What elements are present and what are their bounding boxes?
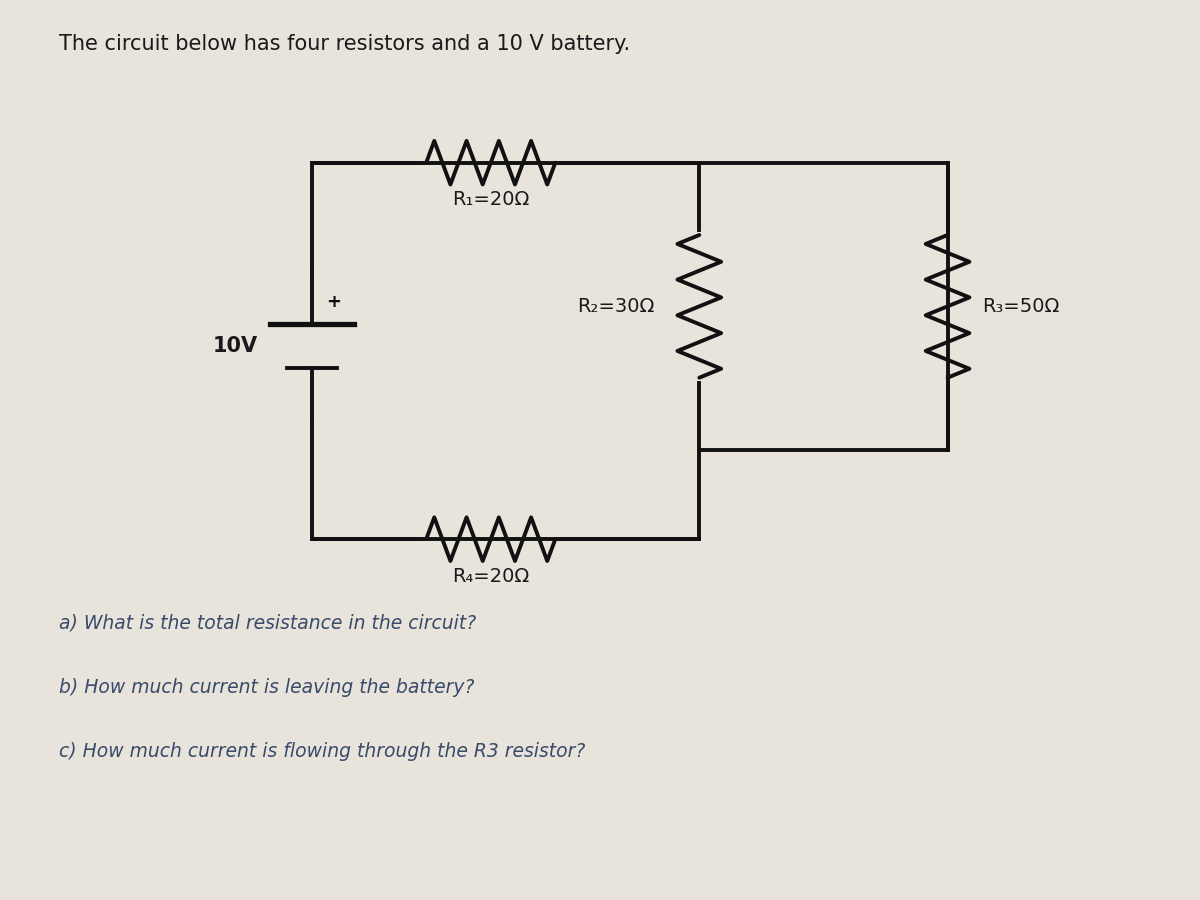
Text: c) How much current is flowing through the R3 resistor?: c) How much current is flowing through t… xyxy=(59,742,586,761)
Text: R₂=30Ω: R₂=30Ω xyxy=(577,297,655,316)
Text: The circuit below has four resistors and a 10 V battery.: The circuit below has four resistors and… xyxy=(59,34,630,54)
Text: R₄=20Ω: R₄=20Ω xyxy=(452,567,529,586)
Text: a) What is the total resistance in the circuit?: a) What is the total resistance in the c… xyxy=(59,614,476,633)
Text: b) How much current is leaving the battery?: b) How much current is leaving the batte… xyxy=(59,678,474,697)
Text: R₃=50Ω: R₃=50Ω xyxy=(983,297,1060,316)
Text: 10V: 10V xyxy=(212,336,257,356)
Text: R₁=20Ω: R₁=20Ω xyxy=(452,191,529,210)
Text: +: + xyxy=(326,293,341,311)
